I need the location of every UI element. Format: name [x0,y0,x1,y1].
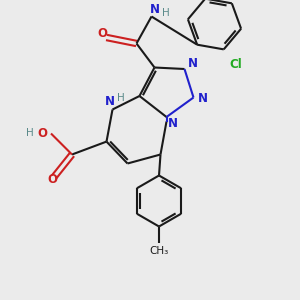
Text: N: N [168,117,178,130]
Text: N: N [149,3,160,16]
Text: N: N [197,92,208,106]
Text: Cl: Cl [230,58,242,71]
Text: O: O [47,173,58,186]
Text: CH₃: CH₃ [149,245,169,256]
Text: O: O [97,27,107,40]
Text: H: H [26,128,34,139]
Text: H: H [117,93,125,103]
Text: H: H [162,8,170,18]
Text: N: N [188,57,198,70]
Text: O: O [37,127,47,140]
Text: N: N [105,94,115,108]
